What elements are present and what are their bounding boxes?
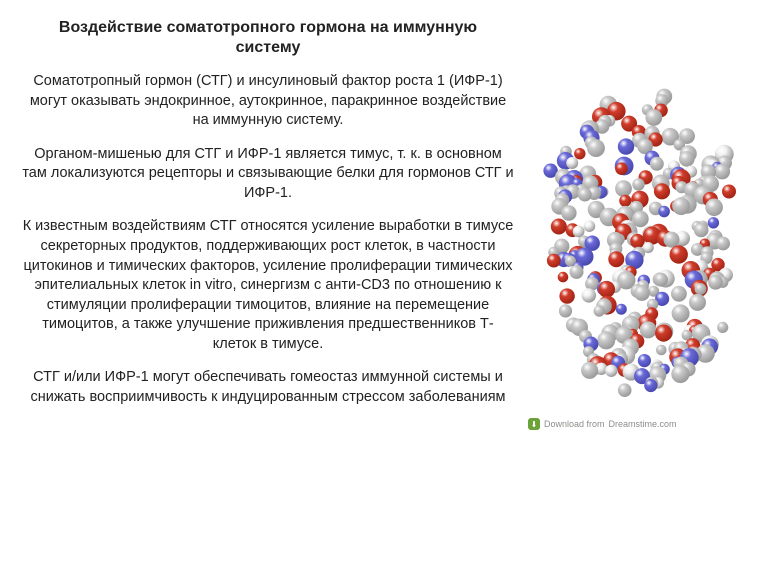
text-column: Воздействие соматотропного гормона на им… [18, 18, 518, 564]
image-caption: ⬇ Download from Dreamstime.com [528, 418, 748, 430]
paragraph: Органом-мишенью для СТГ и ИФР-1 является… [22, 145, 514, 204]
slide-title: Воздействие соматотропного гормона на им… [36, 18, 500, 58]
paragraph: К известным воздействиям СТГ относятся у… [22, 217, 514, 354]
image-column: ⬇ Download from Dreamstime.com [518, 18, 756, 564]
download-icon: ⬇ [528, 418, 540, 430]
paragraph: Соматотропный гормон (СТГ) и инсулиновый… [22, 72, 514, 131]
caption-label: Download from [544, 419, 605, 429]
slide-page: Воздействие соматотропного гормона на им… [0, 0, 768, 576]
caption-source: Dreamstime.com [609, 419, 677, 429]
paragraph: СТГ и/или ИФР-1 могут обеспечивать гомео… [22, 368, 514, 407]
molecule-figure [518, 86, 750, 406]
